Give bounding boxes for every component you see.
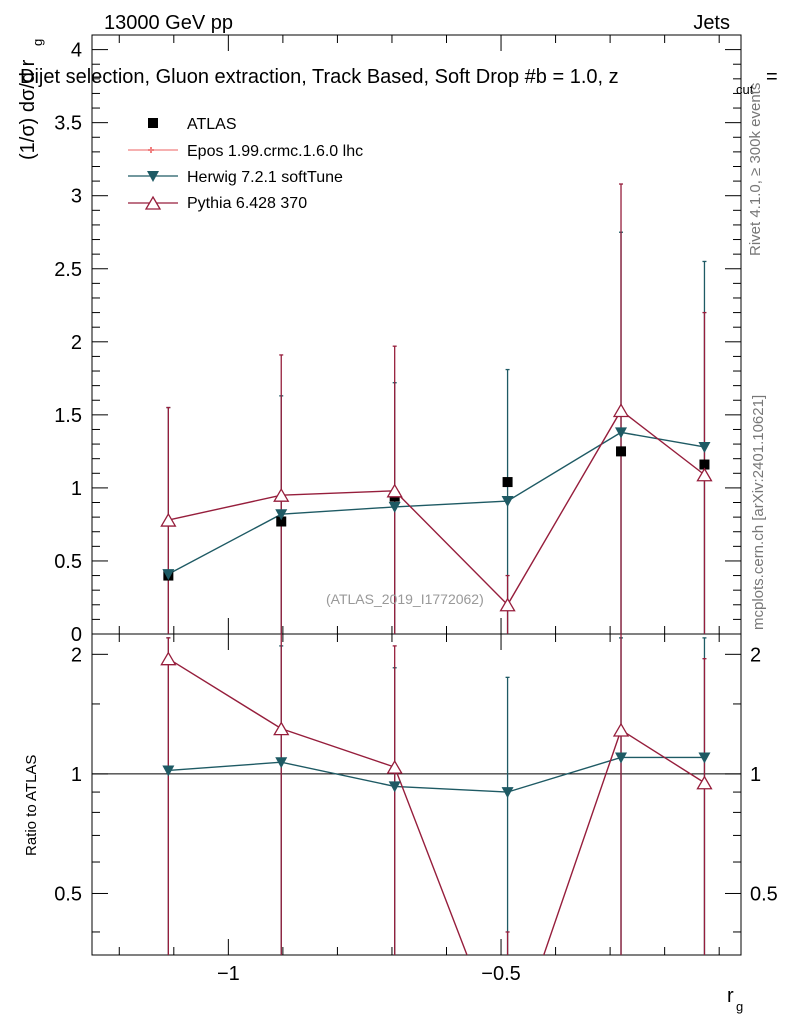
pythia-point (273, 487, 290, 502)
herwig-point (698, 441, 711, 453)
legend-epos-label: Epos 1.99.crmc.1.6.0 lhc (187, 143, 363, 160)
main-y-tick-label: 1 (71, 478, 82, 500)
ratio-panel-frame (91, 633, 742, 956)
main-series-lines (168, 409, 705, 606)
pythia-point (499, 597, 516, 612)
main-y-tick-label: 4 (71, 40, 82, 62)
x-axis-sub: g (736, 999, 743, 1014)
herwig-line (168, 431, 705, 575)
herwig-point (615, 427, 628, 439)
zcut-subscript: cut (736, 82, 754, 97)
ratio-series-lines (167, 658, 705, 955)
herwig-ratio-point (501, 787, 514, 799)
ratio-y-axis-label: Ratio to ATLAS (23, 755, 40, 856)
main-y-tick-label: 1.5 (54, 405, 82, 427)
pythia-ratio-point (696, 775, 713, 790)
herwig-point (388, 501, 401, 513)
pythia-ratio-point (386, 759, 403, 774)
ratio-y-tick-label-right: 2 (750, 644, 761, 666)
legend-atlas-label: ATLAS (187, 116, 237, 133)
x-ticks: −1 −0.5 (118, 35, 720, 985)
main-y-ticks: 0 0.5 1 1.5 2 2.5 3 3.5 4 (54, 40, 741, 646)
main-y-tick-label: 2.5 (54, 259, 82, 281)
ratio-y-tick-label-left: 0.5 (54, 883, 82, 905)
main-y-tick-label: 2 (71, 332, 82, 354)
pythia-line (168, 409, 705, 606)
atlas-point (616, 446, 627, 457)
analysis-watermark: (ATLAS_2019_I1772062) (326, 591, 484, 607)
herwig-ratio-point (275, 757, 288, 769)
main-y-tick-label: 3 (71, 186, 82, 208)
legend-herwig-marker (147, 171, 159, 182)
legend-epos-marker (148, 147, 154, 153)
pythia-point (612, 403, 630, 418)
herwig-ratio-point (698, 752, 711, 764)
herwig-ratio-line (168, 756, 705, 793)
main-y-axis-sub: g (30, 39, 45, 46)
x-tick-label: −1 (217, 963, 240, 985)
ratio-y-ticks: 0.5 0.5 1 1 2 2 (54, 644, 778, 933)
legend: ATLAS Epos 1.99.crmc.1.6.0 lhc Herwig 7.… (128, 116, 363, 212)
main-y-tick-label: 3.5 (54, 113, 82, 135)
selection-title: Dijet selection, Gluon extraction, Track… (20, 66, 619, 88)
ratio-y-tick-label-right: 0.5 (750, 883, 778, 905)
pythia-point (386, 483, 403, 498)
legend-atlas-marker (148, 118, 158, 128)
ratio-y-tick-label-left: 2 (71, 644, 82, 666)
main-error-bars (166, 183, 707, 634)
pythia-point (696, 467, 713, 482)
ratio-error-bars (166, 634, 707, 955)
x-tick-label: −0.5 (481, 963, 520, 985)
pythia-ratio-line (167, 658, 705, 955)
pythia-ratio-point (273, 721, 290, 736)
herwig-ratio-point (162, 765, 175, 777)
main-y-tick-label: 0.5 (54, 551, 82, 573)
legend-herwig-label: Herwig 7.2.1 softTune (187, 169, 343, 186)
ratio-markers (160, 651, 713, 799)
atlas-point (276, 516, 287, 527)
herwig-ratio-point (388, 781, 401, 793)
legend-pythia-label: Pythia 6.428 370 (187, 195, 307, 212)
atlas-point (502, 477, 513, 488)
atlas-point (699, 459, 710, 470)
mcplots-label: mcplots.cern.ch [arXiv:2401.10621] (750, 395, 767, 630)
legend-pythia-marker (144, 195, 162, 210)
ratio-y-tick-label-right: 1 (750, 764, 761, 786)
energy-label: 13000 GeV pp (104, 12, 233, 34)
pythia-ratio-point (612, 722, 630, 737)
herwig-point (275, 509, 288, 521)
main-y-axis-label: (1/σ) dσ/d r (17, 59, 39, 160)
herwig-point (501, 496, 514, 508)
x-axis-label: r (727, 985, 734, 1007)
pythia-point (160, 512, 177, 527)
herwig-point (162, 569, 175, 581)
main-y-tick-label: 0 (71, 624, 82, 646)
pythia-ratio-point (160, 651, 177, 666)
zcut-equals: = (766, 66, 778, 88)
rivet-label: Rivet 4.1.0, ≥ 300k events (747, 83, 764, 256)
ratio-y-tick-label-left: 1 (71, 764, 82, 786)
main-markers (160, 403, 713, 612)
herwig-ratio-point (615, 752, 628, 764)
category-label: Jets (693, 12, 730, 34)
